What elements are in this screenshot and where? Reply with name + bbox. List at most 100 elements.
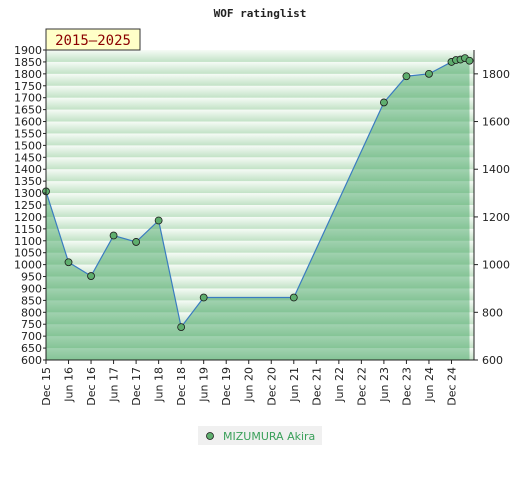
y-right-tick-label: 1000 [482, 259, 510, 272]
y-left-tick-label: 1100 [14, 235, 42, 248]
grid-band [46, 205, 474, 217]
x-tick-label: Jun 16 [63, 367, 76, 403]
y-left-tick-label: 1050 [14, 247, 42, 260]
legend: MIZUMURA Akira [198, 426, 322, 445]
x-tick-label: Dec 15 [40, 367, 53, 406]
y-left-tick-label: 1150 [14, 223, 42, 236]
data-point [402, 72, 411, 81]
x-tick-label: Jun 24 [423, 367, 436, 403]
y-left-tick-label: 1000 [14, 259, 42, 272]
grid-band [46, 240, 474, 253]
y-left-tick-label: 650 [21, 342, 42, 355]
grid-band [46, 312, 474, 325]
y-left-tick-label: 1550 [14, 127, 42, 140]
x-tick-label: Dec 22 [355, 367, 368, 406]
x-tick-label: Dec 20 [265, 367, 278, 406]
x-tick-label: Jun 22 [333, 367, 346, 403]
x-tick-label: Dec 16 [85, 367, 98, 406]
x-tick-label: Jun 18 [153, 367, 166, 403]
grid-band [46, 97, 474, 110]
y-left-tick-label: 1350 [14, 175, 42, 188]
grid-band [46, 50, 474, 62]
y-left-tick-label: 800 [21, 306, 42, 319]
y-right-tick-label: 800 [482, 306, 503, 319]
grid-band [46, 276, 474, 289]
x-tick-label: Dec 23 [400, 367, 413, 406]
data-point [87, 272, 95, 280]
legend-series-name: MIZUMURA Akira [223, 430, 315, 443]
y-left-tick-label: 1200 [14, 211, 42, 224]
x-tick-label: Jun 23 [378, 367, 391, 403]
data-point [154, 216, 163, 225]
grid-band [46, 157, 474, 170]
x-tick-label: Dec 21 [310, 367, 323, 406]
x-tick-label: Jun 17 [108, 367, 121, 403]
grid-band [46, 145, 474, 158]
grid-band [46, 252, 474, 265]
x-tick-label: Jun 20 [243, 367, 256, 403]
range-badge: 2015–2025 [45, 28, 141, 51]
y-left-tick-label: 1500 [14, 139, 42, 152]
grid-band [46, 133, 474, 146]
y-left-tick-label: 1250 [14, 199, 42, 212]
data-point [379, 98, 388, 107]
data-point [109, 231, 118, 240]
data-point [465, 56, 474, 65]
x-tick-label: Dec 18 [175, 367, 188, 406]
chart-title: WOF ratinglist [214, 7, 307, 20]
y-right-tick-label: 1600 [482, 116, 510, 129]
y-left-tick-label: 1700 [14, 92, 42, 105]
grid-band [46, 336, 474, 349]
legend-marker [206, 432, 214, 440]
y-right-tick-label: 1400 [482, 163, 510, 176]
y-left-tick-label: 1750 [14, 80, 42, 93]
series-area [46, 58, 470, 360]
y-left-tick-label: 850 [21, 294, 42, 307]
grid-band [46, 61, 474, 74]
range-badge-text: 2015–2025 [55, 33, 131, 49]
grid-band [46, 121, 474, 134]
series-layer [42, 54, 474, 360]
data-point [177, 323, 186, 331]
y-left-tick-label: 700 [21, 330, 42, 343]
grid-band [46, 169, 474, 182]
y-left-tick-label: 1300 [14, 187, 42, 200]
grid-band [46, 228, 474, 241]
grid-band [46, 300, 474, 313]
grid-band [46, 85, 474, 98]
y-left-tick-label: 1850 [14, 56, 42, 69]
grid-band [46, 324, 474, 337]
x-tick-label: Dec 17 [130, 367, 143, 406]
grid-band [46, 73, 474, 86]
grid-band [46, 216, 474, 229]
data-point [289, 293, 298, 302]
y-left-tick-label: 1450 [14, 151, 42, 164]
data-point [199, 293, 208, 302]
y-left-tick-label: 1650 [14, 104, 42, 117]
axes-layer: 6006507007508008509009501000105011001150… [14, 44, 510, 406]
data-point [425, 69, 433, 78]
grid-band [46, 181, 474, 194]
y-right-tick-label: 1800 [482, 68, 510, 81]
y-left-tick-label: 750 [21, 318, 42, 331]
y-left-tick-label: 1800 [14, 68, 42, 81]
x-tick-label: Jun 21 [288, 367, 301, 403]
plot-background [46, 50, 474, 360]
y-left-tick-label: 900 [21, 282, 42, 295]
data-point [132, 238, 141, 246]
grid-band [46, 193, 474, 205]
grid-band [46, 348, 474, 360]
x-tick-label: Dec 24 [445, 367, 458, 406]
y-left-tick-label: 950 [21, 271, 42, 284]
grid-band [46, 288, 474, 301]
x-tick-label: Dec 19 [220, 367, 233, 406]
y-left-tick-label: 600 [21, 354, 42, 367]
grid-band [46, 109, 474, 122]
y-left-tick-label: 1400 [14, 163, 42, 176]
data-point [64, 258, 73, 267]
grid-band [46, 264, 474, 277]
x-tick-label: Jun 19 [198, 367, 211, 403]
y-right-tick-label: 600 [482, 354, 503, 367]
y-right-tick-label: 1200 [482, 211, 510, 224]
